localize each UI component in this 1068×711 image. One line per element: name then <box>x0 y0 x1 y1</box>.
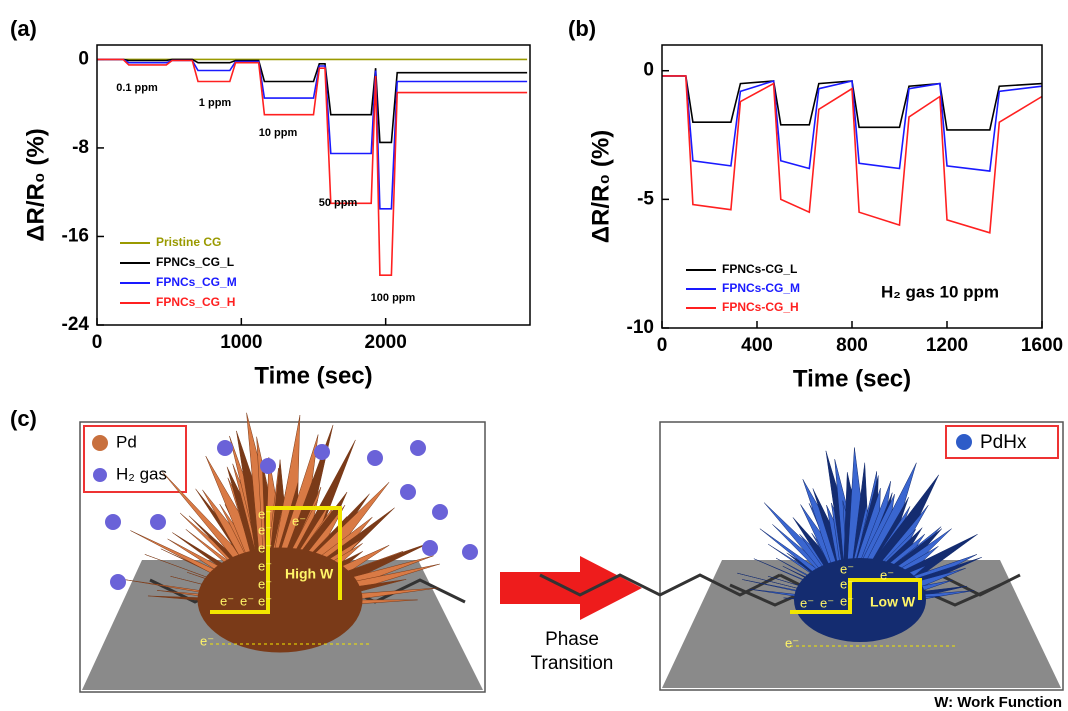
h2-molecule <box>260 458 276 474</box>
h2-molecule <box>110 574 126 590</box>
electron: e⁻ <box>820 595 834 610</box>
x-tick-label: 1600 <box>1021 335 1063 356</box>
arrow-label: Transition <box>531 653 614 674</box>
electron-path <box>790 578 922 614</box>
legend-label: FPNCs-CG_M <box>722 281 800 295</box>
legend-label: FPNCs_CG_L <box>156 255 234 269</box>
h2-molecule <box>400 484 416 500</box>
electron: e⁻ <box>258 522 272 537</box>
y-tick-label: 0 <box>643 60 654 81</box>
series-line <box>97 58 528 210</box>
x-axis-label: Time (sec) <box>254 362 372 389</box>
electron: e⁻ <box>292 513 306 528</box>
electron: e⁻ <box>840 561 854 576</box>
h2-molecule <box>105 514 121 530</box>
h2-icon <box>93 468 107 482</box>
graphene <box>539 573 781 597</box>
plot-frame <box>661 44 1043 329</box>
electron: e⁻ <box>258 558 272 573</box>
h2-molecule <box>432 504 448 520</box>
series-line <box>97 58 528 276</box>
y-tick-label: -5 <box>637 188 654 209</box>
electron: e⁻ <box>840 593 854 608</box>
x-tick-label: 800 <box>836 335 868 356</box>
high-w-label: High W <box>285 566 334 582</box>
annotation: 50 ppm <box>319 197 358 209</box>
panel-label: (c) <box>10 406 37 431</box>
y-tick-label: -8 <box>72 137 89 158</box>
electron-path <box>210 506 342 614</box>
core <box>197 547 363 653</box>
y-tick-label: -16 <box>62 225 89 246</box>
h2-molecule <box>462 544 478 560</box>
footnote: W: Work Function <box>934 694 1062 711</box>
y-tick-label: -10 <box>627 317 654 338</box>
annotation: H₂ gas 10 ppm <box>881 282 999 301</box>
legend-text: Pd <box>116 432 137 451</box>
electron: e⁻ <box>258 540 272 555</box>
pd-icon <box>92 435 108 451</box>
y-tick-label: -24 <box>62 314 90 335</box>
electron: e⁻ <box>258 576 272 591</box>
diagram: Pd H₂ gas PdHx Phase Transition W: Work … <box>79 412 1064 711</box>
electron: e⁻ <box>220 593 234 608</box>
electron: e⁻ <box>800 595 814 610</box>
h2-molecule <box>410 440 426 456</box>
x-tick-label: 0 <box>92 332 103 353</box>
panel-label: (a) <box>10 16 37 41</box>
x-tick-label: 1200 <box>926 335 968 356</box>
legend-text: PdHx <box>980 432 1027 453</box>
legend-label: Pristine CG <box>156 235 221 249</box>
electron: e⁻ <box>840 576 854 591</box>
y-axis-label: ΔR/R₀ (%) <box>587 130 614 243</box>
series-line <box>662 75 1043 131</box>
y-axis-label: ΔR/R₀ (%) <box>22 128 49 241</box>
annotation: 0.1 ppm <box>116 82 158 94</box>
plot-frame <box>96 44 531 326</box>
panel-label: (b) <box>568 16 596 41</box>
electron: e⁻ <box>880 567 894 582</box>
arrow <box>500 556 642 620</box>
electron: e⁻ <box>258 506 272 521</box>
electron: e⁻ <box>785 635 799 650</box>
legend-text: H₂ gas <box>116 464 167 483</box>
series-line <box>97 58 528 144</box>
legend-label: FPNCs-CG_H <box>722 300 799 314</box>
y-tick-label: 0 <box>78 48 89 69</box>
h2-molecule <box>367 450 383 466</box>
h2-molecule <box>422 540 438 556</box>
electron: e⁻ <box>200 633 214 648</box>
annotation: 1 ppm <box>199 97 232 109</box>
legend-label: FPNCs_CG_H <box>156 295 235 309</box>
series-line <box>662 75 1043 234</box>
low-w-label: Low W <box>870 594 916 610</box>
series-line <box>662 75 1043 172</box>
h2-molecule <box>314 444 330 460</box>
annotation: 100 ppm <box>371 292 416 304</box>
x-tick-label: 2000 <box>365 332 407 353</box>
electron: e⁻ <box>240 593 254 608</box>
arrow-label: Phase <box>545 629 599 650</box>
x-tick-label: 400 <box>741 335 773 356</box>
electron: e⁻ <box>258 593 272 608</box>
x-axis-label: Time (sec) <box>793 365 911 392</box>
h2-molecule <box>217 440 233 456</box>
legend-label: FPNCs_CG_M <box>156 275 237 289</box>
pdhx-icon <box>956 434 972 450</box>
legend-label: FPNCs-CG_L <box>722 262 797 276</box>
annotation: 10 ppm <box>259 127 298 139</box>
x-tick-label: 1000 <box>220 332 262 353</box>
h2-molecule <box>150 514 166 530</box>
x-tick-label: 0 <box>657 335 668 356</box>
